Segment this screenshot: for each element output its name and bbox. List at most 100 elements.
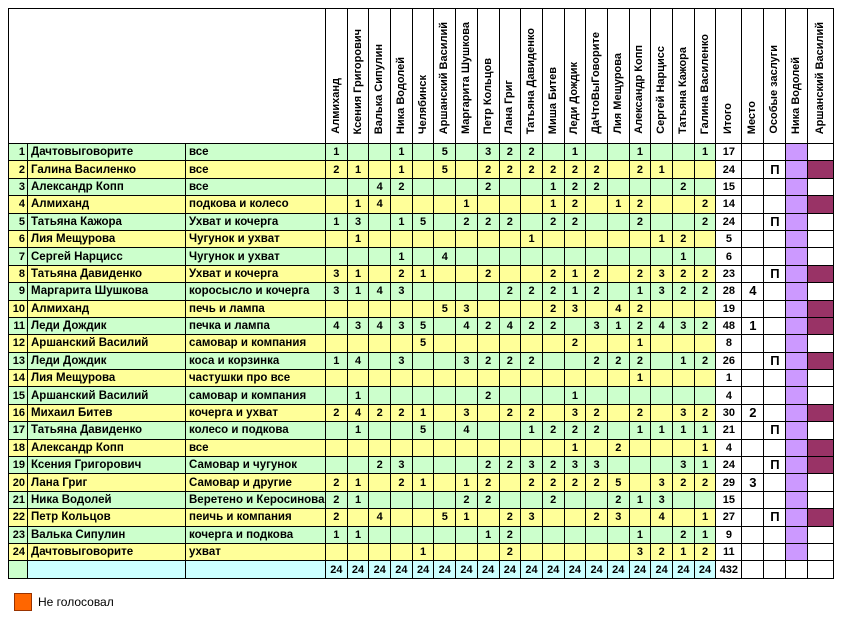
vote-cell: 1 [390,212,413,231]
arshansky-mark-cell [807,438,835,458]
vote-cell [672,212,695,231]
vote-cell: 3 [390,456,413,475]
vote-cell: 3 [325,264,348,284]
voter-column-header: Миша Битев [541,8,565,144]
place-cell [741,334,765,353]
vote-cell: 5 [411,212,435,231]
nika-vodoley-mark-cell [785,508,809,527]
vote-cell [411,369,435,388]
vote-cell [628,456,652,475]
vote-cell: 2 [520,282,543,301]
row-number: 23 [8,525,28,544]
vote-cell [628,473,652,492]
vote-cell [585,299,608,318]
vote-cell: 2 [390,264,413,284]
arshansky-mark-cell [807,334,835,353]
vote-cell [411,247,435,266]
voter-column-header: Ксения Григорович [346,8,370,144]
vote-cell [476,334,500,353]
nika-vodoley-mark-cell [785,247,809,266]
vote-cell: 4 [455,316,478,336]
column-total-cell: 24 [498,560,522,579]
participant-name: Аршанский Василий [27,386,186,405]
column-total-cell: 24 [563,560,587,579]
merit-cell [763,142,787,162]
participant-name: Леди Дождик [27,351,186,371]
vote-cell: 1 [693,456,717,475]
vote-cell: 4 [650,508,673,527]
vote-cell [541,369,565,388]
vote-cell [672,369,695,388]
vote-cell: 3 [390,282,413,301]
voter-column-header: Ника Водолей [390,8,413,144]
total-cell: 9 [715,525,743,544]
vote-cell: 2 [693,473,717,492]
participant-name: Алмиханд [27,195,186,214]
nika-vodoley-mark-cell [785,264,809,284]
entry-title: Ухват и кочерга [185,212,326,231]
vote-cell [476,195,500,214]
vote-cell [346,334,370,353]
voter-column-header: Галина Василенко [693,8,717,144]
voter-column-header: ДаЧтоВыГоворите [585,8,608,144]
row-number: 10 [8,299,28,318]
vote-cell [563,369,587,388]
table-row: 7 Сергей Нарцисс Чугунок и ухват 1 4 1 6 [8,247,835,266]
vote-cell [346,542,370,562]
vote-cell [325,369,348,388]
arshansky-mark-cell [807,177,835,197]
table-row: 19 Ксения Григорович Самовар и чугунок 2 3 2 2… [8,456,835,475]
entry-title: печь и лампа [185,299,326,318]
vote-cell [476,247,500,266]
vote-cell [693,386,717,405]
vote-cell [563,508,587,527]
vote-cell [368,247,392,266]
vote-cell [650,177,673,197]
total-cell: 15 [715,177,743,197]
vote-cell: 2 [563,212,587,231]
vote-cell: 3 [672,456,695,475]
vote-cell [693,299,717,318]
vote-cell [368,264,392,284]
row-number: 8 [8,264,28,284]
vote-cell [325,438,348,458]
vote-cell [476,282,500,301]
merit-cell [763,316,787,336]
vote-cell: 5 [411,316,435,336]
vote-cell: 2 [325,403,348,423]
table-row: 10 Алмиханд печь и лампа 5 3 2 3 4 2 19 [8,299,835,318]
place-cell [741,212,765,231]
place-cell [741,456,765,475]
vote-cell [628,229,652,249]
corner-cell [8,8,326,144]
vote-cell [672,142,695,162]
vote-cell: 1 [693,421,717,440]
vote-cell [672,299,695,318]
total-cell: 27 [715,508,743,527]
vote-cell: 1 [650,421,673,440]
entry-title: все [185,438,326,458]
vote-cell: 2 [693,316,717,336]
row-number: 21 [8,490,28,510]
vote-cell [346,456,370,475]
vote-cell [368,421,392,440]
vote-cell: 1 [693,438,717,458]
place-cell: 2 [741,403,765,423]
table-row: 17 Татьяна Давиденко колесо и подкова 1 5 4 1 2… [8,421,835,440]
vote-cell [325,299,348,318]
participant-name: Ксения Григорович [27,456,186,475]
vote-cell [325,421,348,440]
table-row: 16 Михаил Битев кочерга и ухват 2 4 2 2 1 3 2 2 3 2 2… [8,403,835,423]
entry-title: самовар и компания [185,386,326,405]
vote-cell: 2 [476,473,500,492]
vote-cell: 2 [390,177,413,197]
vote-cell [433,264,457,284]
vote-cell: 2 [672,264,695,284]
place-cell: 4 [741,282,765,301]
merit-cell: П [763,456,787,475]
nika-vodoley-mark-cell [785,160,809,179]
vote-cell: 2 [520,316,543,336]
vote-cell: 3 [520,508,543,527]
vote-cell [585,542,608,562]
vote-cell: 1 [693,525,717,544]
